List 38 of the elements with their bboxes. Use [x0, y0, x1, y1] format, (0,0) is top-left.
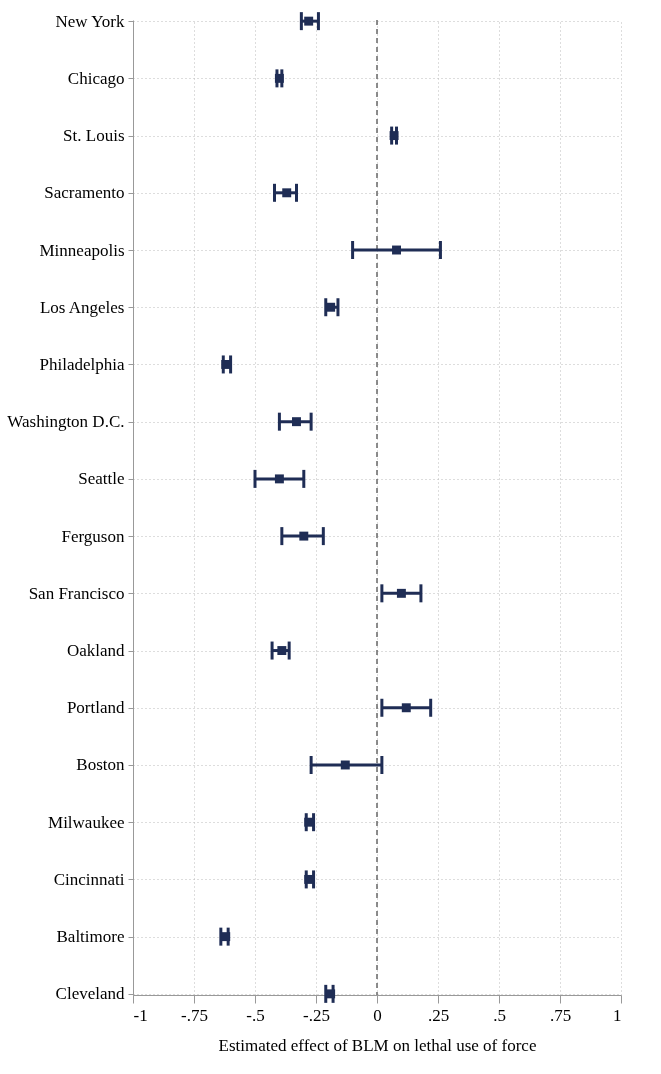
x-tick-label: -.75 [181, 1005, 208, 1025]
x-tick-label: .5 [493, 1005, 506, 1025]
x-tick-label: 0 [373, 1005, 382, 1025]
y-tick-label: San Francisco [28, 583, 125, 603]
y-tick-label: Cleveland [55, 984, 125, 1004]
point [340, 760, 350, 770]
y-tick-label: St. Louis [63, 126, 125, 146]
y-tick-label: New York [55, 11, 125, 31]
x-tick-label: .25 [427, 1005, 450, 1025]
y-tick-label: Milwaukee [48, 812, 125, 832]
y-tick-label: Chicago [67, 68, 125, 88]
y-tick-label: Boston [76, 755, 125, 775]
y-tick-label: Philadelphia [39, 354, 125, 374]
point [282, 188, 292, 198]
y-tick-label: Cincinnati [53, 869, 125, 889]
x-tick-label: -.25 [303, 1005, 330, 1025]
point [299, 531, 309, 541]
x-tick-label: .75 [549, 1005, 572, 1025]
y-tick-label: Los Angeles [39, 297, 125, 317]
y-tick-label: Portland [66, 698, 125, 718]
y-tick-label: Oakland [66, 641, 125, 661]
point [292, 417, 301, 427]
x-tick-label: 1 [613, 1005, 622, 1025]
y-tick-label: Baltimore [56, 927, 125, 947]
y-tick-label: Seattle [78, 469, 125, 489]
x-tick-label: -.5 [246, 1005, 265, 1025]
y-tick-label: Washington D.C. [7, 412, 125, 432]
point [304, 16, 314, 26]
point [274, 474, 284, 484]
point [392, 245, 401, 255]
y-tick-label: Minneapolis [39, 240, 125, 260]
x-axis-title: Estimated effect of BLM on lethal use of force [218, 1035, 537, 1055]
point [401, 703, 411, 713]
point [396, 588, 406, 598]
y-tick-label: Sacramento [44, 183, 125, 203]
x-tick-label: -1 [133, 1005, 148, 1025]
point [277, 646, 287, 656]
y-tick-label: Ferguson [61, 526, 125, 546]
